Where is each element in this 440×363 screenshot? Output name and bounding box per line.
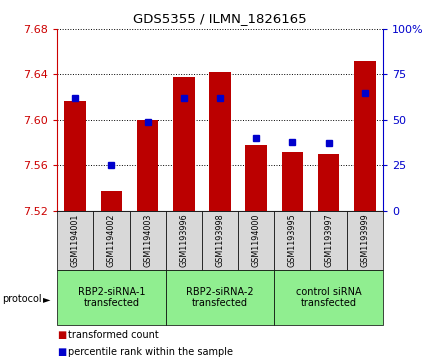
Text: GSM1194003: GSM1194003: [143, 214, 152, 267]
Text: GSM1193998: GSM1193998: [216, 214, 224, 267]
Bar: [274, 270, 383, 325]
Bar: [93, 211, 129, 270]
Bar: [57, 211, 93, 270]
Bar: [166, 270, 274, 325]
Bar: [101, 191, 122, 211]
Text: GSM1193997: GSM1193997: [324, 213, 333, 268]
Text: ■: ■: [57, 330, 66, 340]
Bar: [166, 211, 202, 270]
Bar: [57, 270, 166, 325]
Text: RBP2-siRNA-2
transfected: RBP2-siRNA-2 transfected: [186, 287, 254, 309]
Bar: [173, 77, 194, 211]
Text: GSM1194000: GSM1194000: [252, 214, 260, 267]
Title: GDS5355 / ILMN_1826165: GDS5355 / ILMN_1826165: [133, 12, 307, 25]
Bar: [64, 101, 86, 211]
Bar: [311, 211, 347, 270]
Text: RBP2-siRNA-1
transfected: RBP2-siRNA-1 transfected: [78, 287, 145, 309]
Bar: [246, 145, 267, 211]
Text: GSM1193999: GSM1193999: [360, 213, 369, 268]
Text: ■: ■: [57, 347, 66, 357]
Text: GSM1193995: GSM1193995: [288, 213, 297, 268]
Text: ►: ►: [43, 294, 51, 305]
Bar: [354, 61, 376, 211]
Bar: [129, 211, 166, 270]
Text: percentile rank within the sample: percentile rank within the sample: [68, 347, 233, 357]
Bar: [347, 211, 383, 270]
Bar: [282, 152, 303, 211]
Bar: [137, 120, 158, 211]
Bar: [202, 211, 238, 270]
Text: protocol: protocol: [2, 294, 42, 305]
Bar: [318, 154, 339, 211]
Text: GSM1194002: GSM1194002: [107, 214, 116, 267]
Text: transformed count: transformed count: [68, 330, 159, 340]
Text: GSM1193996: GSM1193996: [180, 214, 188, 267]
Bar: [238, 211, 274, 270]
Bar: [274, 211, 311, 270]
Bar: [209, 72, 231, 211]
Text: control siRNA
transfected: control siRNA transfected: [296, 287, 361, 309]
Text: GSM1194001: GSM1194001: [71, 214, 80, 267]
